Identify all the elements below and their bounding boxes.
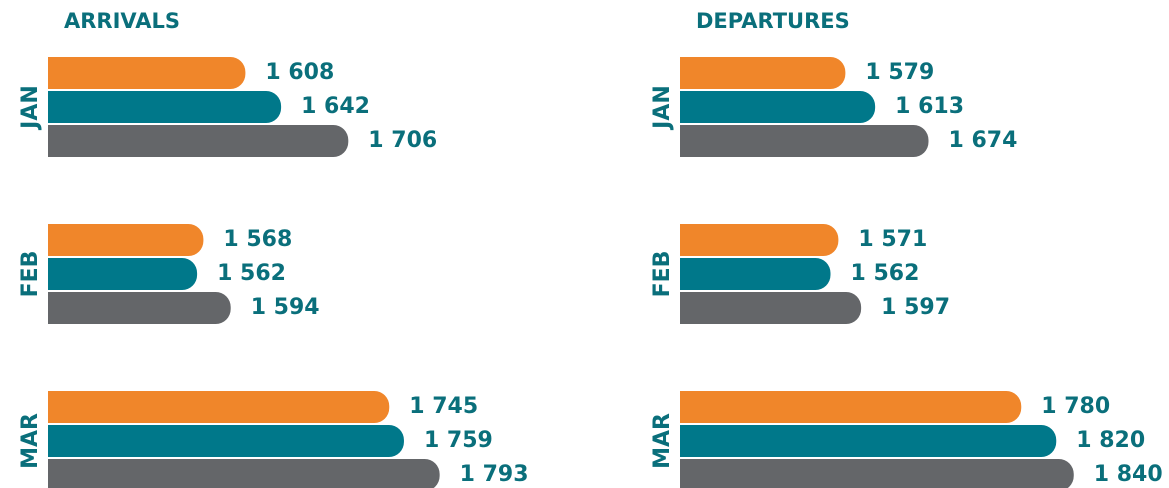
value-label: 1 597 [881,295,950,320]
value-label: 1 745 [409,394,478,419]
value-label: 1 642 [301,94,370,119]
value-label: 1 674 [949,128,1018,153]
category-label: JAN [18,85,43,131]
bar [48,391,390,423]
bar [680,224,839,256]
category-label: JAN [650,85,675,131]
bar [680,125,929,157]
value-label: 1 613 [895,94,964,119]
value-label: 1 608 [265,60,334,85]
bar [48,91,282,123]
value-label: 1 706 [368,128,437,153]
bar [48,258,198,290]
value-label: 1 568 [223,227,292,252]
value-label: 1 562 [217,261,286,286]
chart-title: ARRIVALS [64,9,180,33]
value-label: 1 793 [460,462,529,487]
value-label: 1 571 [858,227,927,252]
bar [680,258,831,290]
bar [48,292,231,324]
bar [680,459,1074,488]
chart-title: DEPARTURES [696,9,850,33]
category-label: FEB [650,251,675,298]
value-label: 1 579 [865,60,934,85]
category-label: MAR [18,413,43,469]
bar [680,425,1057,457]
bar [680,292,862,324]
bar [48,57,246,89]
bar [680,91,876,123]
bar [48,459,440,488]
category-label: FEB [18,251,43,298]
bar [680,391,1022,423]
bar [48,425,404,457]
category-label: MAR [650,413,675,469]
value-label: 1 820 [1076,428,1145,453]
value-label: 1 840 [1094,462,1163,487]
value-label: 1 780 [1041,394,1110,419]
bar [48,224,204,256]
value-label: 1 594 [251,295,320,320]
value-label: 1 562 [851,261,920,286]
value-label: 1 759 [424,428,493,453]
bar [680,57,846,89]
bar [48,125,349,157]
